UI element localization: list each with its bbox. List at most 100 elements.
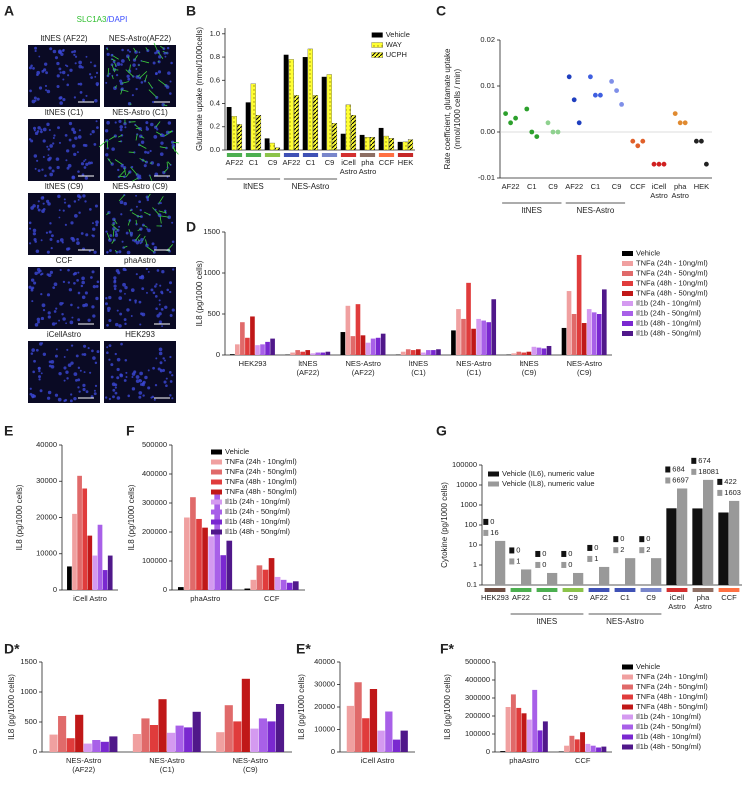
legend-label: Il1b (24h - 10ng/ml) <box>225 497 291 506</box>
bar <box>625 558 636 585</box>
bar <box>295 350 300 355</box>
fiber <box>132 177 139 182</box>
value-label-marker <box>561 561 567 568</box>
nucleus <box>85 94 88 97</box>
fiber <box>140 135 145 139</box>
point <box>694 138 699 144</box>
nucleus <box>78 64 83 69</box>
nucleus <box>105 81 108 84</box>
bar <box>569 735 575 752</box>
nucleus <box>61 313 64 316</box>
nucleus <box>153 245 158 250</box>
nucleus <box>58 49 62 54</box>
nucleus <box>58 216 61 219</box>
y-tick-label: -0.01 <box>478 173 495 182</box>
nucleus <box>32 232 36 236</box>
point <box>555 129 561 135</box>
legend-swatch <box>622 251 633 256</box>
category-strip <box>226 153 243 157</box>
fiber <box>155 121 161 128</box>
nucleus <box>33 129 36 132</box>
nucleus <box>170 61 173 65</box>
figure-title: SLC1A3/DAPI <box>77 15 128 24</box>
nucleus <box>37 169 41 173</box>
nucleus <box>78 60 82 65</box>
nucleus <box>57 397 62 402</box>
y-tick-label: 500000 <box>142 440 167 449</box>
nucleus <box>71 316 74 319</box>
image-label: NES-Astro (C9) <box>112 182 168 191</box>
nucleus <box>78 390 81 393</box>
nucleus <box>121 48 124 52</box>
nucleus <box>76 279 79 282</box>
point <box>566 74 572 80</box>
nucleus <box>39 130 43 134</box>
bar <box>226 540 233 590</box>
nucleus <box>44 84 48 88</box>
nucleus <box>113 284 117 288</box>
nucleus <box>171 240 175 243</box>
nucleus <box>38 375 42 379</box>
value-label-marker <box>665 466 671 473</box>
bar <box>574 739 580 752</box>
nucleus <box>112 60 116 64</box>
bar <box>431 350 436 355</box>
bar <box>245 102 251 150</box>
nucleus <box>158 312 162 316</box>
bar <box>320 352 326 355</box>
nucleus <box>34 49 37 53</box>
category-strip <box>666 588 688 592</box>
bar <box>601 746 607 752</box>
x-tick-label: AF22 <box>512 593 530 602</box>
nucleus <box>84 291 88 295</box>
y-tick-label: 1 <box>473 560 477 569</box>
nucleus <box>147 228 151 233</box>
nucleus <box>156 314 160 318</box>
nucleus <box>77 170 80 173</box>
nucleus <box>168 281 173 285</box>
value-label: 422 <box>724 477 737 486</box>
nucleus <box>63 201 67 204</box>
point <box>672 111 678 116</box>
x-tick-label: C1 <box>249 158 259 167</box>
fiber <box>111 64 116 73</box>
bar <box>220 555 227 590</box>
fiber <box>157 51 164 59</box>
fiber <box>117 134 123 138</box>
fiber <box>139 71 148 79</box>
nucleus <box>156 128 159 131</box>
nucleus <box>114 391 118 395</box>
y-tick-label: 1500 <box>203 227 220 236</box>
nucleus <box>88 250 91 253</box>
nucleus <box>35 348 39 352</box>
category-strip <box>283 153 300 157</box>
nucleus <box>64 133 68 137</box>
nucleus <box>56 74 60 78</box>
value-label-marker <box>691 468 697 475</box>
category-strip <box>264 153 281 157</box>
nucleus <box>67 281 71 284</box>
nucleus <box>172 268 175 271</box>
y-tick-label: 300000 <box>465 693 490 702</box>
nucleus <box>78 211 81 215</box>
bar <box>102 570 108 590</box>
legend-label: TNFa (24h - 10ng/ml) <box>225 457 297 466</box>
value-label: 0 <box>594 543 598 552</box>
point <box>508 120 513 126</box>
nucleus <box>32 228 37 233</box>
nucleus <box>33 359 36 363</box>
nucleus <box>77 318 81 322</box>
nucleus <box>78 129 81 132</box>
nucleus <box>49 238 53 242</box>
bar <box>305 350 311 355</box>
value-label: 674 <box>698 456 711 465</box>
nucleus <box>139 209 142 212</box>
nucleus <box>63 356 66 358</box>
point <box>524 106 530 112</box>
legend-label: TNFa (48h - 50ng/ml) <box>225 487 297 496</box>
nucleus <box>139 242 142 245</box>
nucleus <box>83 344 87 348</box>
nucleus <box>65 322 68 325</box>
legend-swatch <box>622 301 633 306</box>
nucleus <box>38 55 41 58</box>
